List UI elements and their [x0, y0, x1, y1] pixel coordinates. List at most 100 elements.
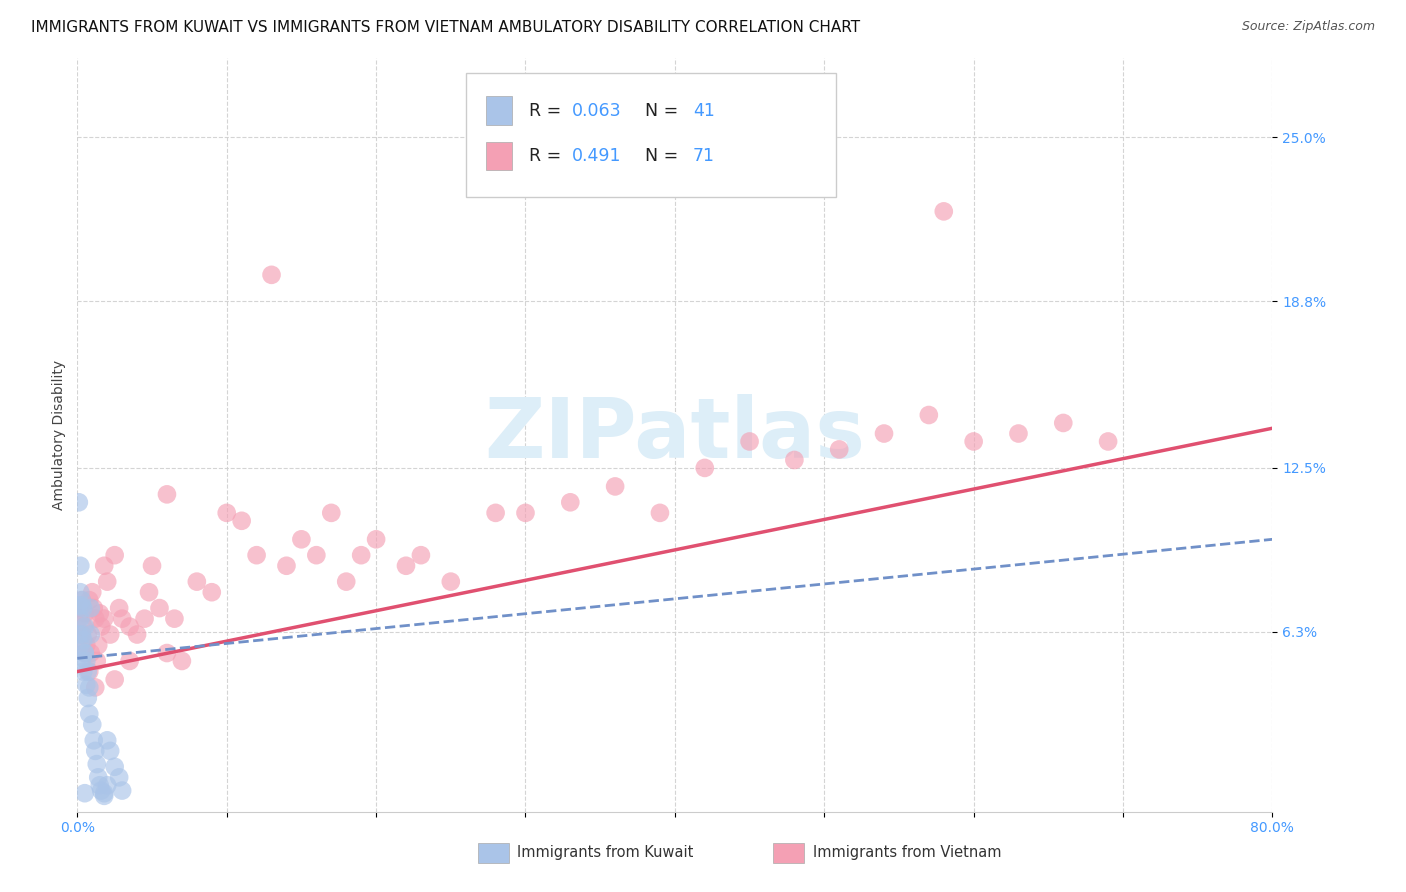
- Point: [80, 627, 103, 641]
- Point: [96, 574, 118, 589]
- Point: [69, 585, 91, 599]
- Point: [70, 627, 93, 641]
- Point: [79, 665, 101, 679]
- Point: [82, 717, 104, 731]
- Text: 0.063: 0.063: [572, 102, 621, 120]
- Point: [246, 548, 269, 562]
- Point: [1097, 434, 1119, 449]
- Point: [335, 574, 357, 589]
- Text: 71: 71: [693, 147, 714, 165]
- Point: [276, 558, 298, 573]
- Point: [440, 574, 463, 589]
- Point: [75, 654, 97, 668]
- Point: [515, 506, 537, 520]
- Text: Immigrants from Vietnam: Immigrants from Vietnam: [813, 846, 1001, 860]
- Point: [76, 691, 98, 706]
- Point: [79, 593, 101, 607]
- Point: [84, 612, 107, 626]
- Point: [170, 654, 193, 668]
- Point: [305, 548, 328, 562]
- Point: [75, 678, 97, 692]
- Point: [72, 665, 94, 679]
- Text: 0.491: 0.491: [572, 147, 621, 165]
- Point: [104, 548, 127, 562]
- Point: [163, 612, 186, 626]
- Point: [86, 757, 108, 772]
- Point: [67, 495, 90, 509]
- Point: [90, 619, 112, 633]
- Point: [485, 506, 508, 520]
- Point: [83, 733, 105, 747]
- Point: [69, 601, 91, 615]
- Point: [67, 612, 90, 626]
- Text: R =: R =: [529, 147, 567, 165]
- Point: [98, 627, 121, 641]
- Point: [138, 585, 160, 599]
- Point: [738, 434, 761, 449]
- Point: [93, 558, 115, 573]
- Point: [84, 681, 107, 695]
- Point: [89, 607, 111, 621]
- Point: [73, 619, 96, 633]
- Point: [127, 627, 149, 641]
- Point: [93, 612, 115, 626]
- Point: [215, 506, 238, 520]
- Point: [98, 744, 121, 758]
- Point: [67, 599, 90, 613]
- Point: [156, 646, 179, 660]
- Point: [201, 585, 224, 599]
- Y-axis label: Ambulatory Disability: Ambulatory Disability: [52, 359, 66, 510]
- Point: [108, 770, 131, 784]
- Point: [73, 786, 96, 800]
- Point: [87, 770, 110, 784]
- Point: [87, 638, 110, 652]
- Point: [156, 487, 179, 501]
- Text: IMMIGRANTS FROM KUWAIT VS IMMIGRANTS FROM VIETNAM AMBULATORY DISABILITY CORRELAT: IMMIGRANTS FROM KUWAIT VS IMMIGRANTS FRO…: [31, 20, 860, 35]
- Point: [69, 558, 91, 573]
- Point: [932, 204, 955, 219]
- Text: Source: ZipAtlas.com: Source: ZipAtlas.com: [1241, 20, 1375, 33]
- Point: [70, 627, 93, 641]
- Point: [79, 706, 101, 721]
- Point: [80, 601, 103, 615]
- Text: 41: 41: [693, 102, 714, 120]
- Point: [86, 654, 108, 668]
- Point: [83, 601, 105, 615]
- Point: [96, 778, 118, 792]
- Point: [395, 558, 418, 573]
- Text: ZIPatlas: ZIPatlas: [485, 394, 865, 475]
- Point: [84, 744, 107, 758]
- Point: [148, 601, 170, 615]
- Point: [366, 533, 388, 547]
- Point: [693, 461, 716, 475]
- Point: [70, 654, 93, 668]
- Point: [141, 558, 163, 573]
- Text: R =: R =: [529, 102, 567, 120]
- Point: [873, 426, 896, 441]
- Point: [134, 612, 156, 626]
- Point: [72, 632, 94, 647]
- Point: [290, 533, 312, 547]
- Point: [96, 733, 118, 747]
- Point: [409, 548, 432, 562]
- Point: [93, 786, 115, 800]
- Point: [350, 548, 373, 562]
- Point: [1007, 426, 1029, 441]
- Text: N =: N =: [645, 102, 683, 120]
- Point: [70, 593, 93, 607]
- Text: Immigrants from Kuwait: Immigrants from Kuwait: [517, 846, 693, 860]
- Point: [1052, 416, 1074, 430]
- Point: [90, 783, 112, 797]
- Point: [783, 453, 806, 467]
- Point: [67, 627, 90, 641]
- Point: [118, 654, 141, 668]
- Point: [73, 646, 96, 660]
- Point: [560, 495, 582, 509]
- Point: [118, 619, 141, 633]
- Point: [72, 601, 94, 615]
- Point: [72, 619, 94, 633]
- Point: [918, 408, 941, 422]
- Point: [69, 612, 91, 626]
- Point: [73, 646, 96, 660]
- Point: [70, 599, 93, 613]
